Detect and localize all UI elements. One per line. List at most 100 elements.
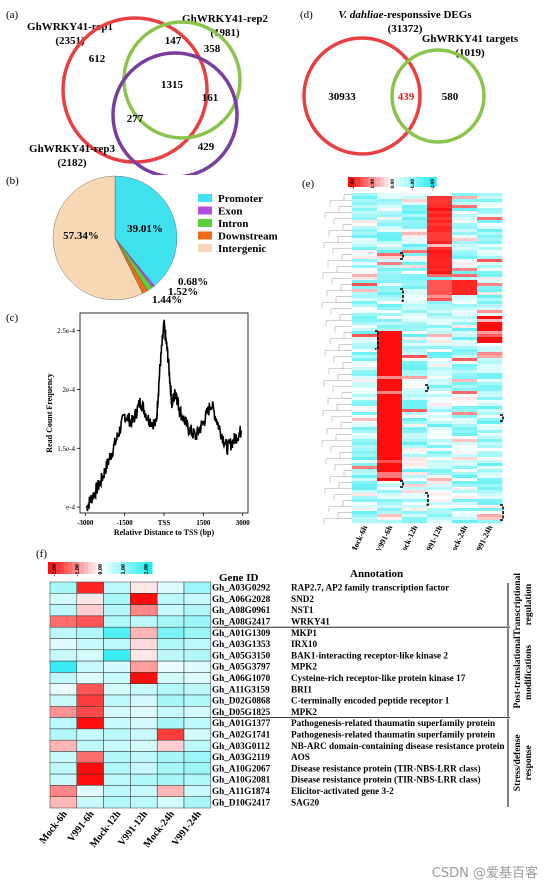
e-cell: [452, 331, 478, 335]
f-group-label: regulation: [524, 583, 534, 625]
f-annotation: NST1: [291, 605, 314, 615]
e-scale-tick: 0.00: [390, 179, 396, 189]
e-cell: [352, 481, 378, 485]
e-cell: [477, 403, 503, 407]
venn-a-set3-name: GhWRKY41-rep3: [29, 143, 115, 155]
e-scale-tick: -1.00: [410, 179, 416, 191]
e-cell: [352, 304, 378, 308]
e-cell: [427, 403, 453, 407]
e-cell: [402, 421, 428, 425]
e-cell: [402, 241, 428, 245]
e-cell: [402, 250, 428, 254]
e-cell: [377, 211, 403, 215]
e-cell: [452, 475, 478, 479]
e-cell: [452, 319, 478, 323]
f-annotation: Pathogenesis-related thaumatin superfami…: [291, 718, 495, 728]
f-scale-tick: 2.00: [144, 564, 150, 575]
venn-a-only1: 612: [89, 53, 106, 65]
e-cell: [377, 313, 403, 317]
f-cell: [49, 739, 78, 752]
e-cell: [352, 262, 378, 266]
e-cell: [427, 202, 453, 206]
e-cell: [477, 454, 503, 458]
f-annotation: BAK1-interacting receptor-like kinase 2: [291, 650, 448, 660]
f-cell: [183, 706, 212, 718]
f-cell: [103, 773, 131, 786]
e-cell: [377, 241, 403, 245]
e-cell: [477, 430, 503, 434]
f-cell: [76, 581, 104, 594]
venn-d-only2: 580: [442, 91, 459, 103]
e-cell: [452, 244, 478, 248]
e-cell: [452, 214, 478, 218]
e-cell: [402, 304, 428, 308]
e-cell: [477, 493, 503, 497]
e-cell: [402, 370, 428, 374]
f-annotation: MKP1: [291, 628, 317, 638]
e-cell: [402, 418, 428, 422]
line-xtick-label: TSS: [158, 519, 171, 527]
e-cell: [377, 214, 403, 218]
e-cell: [427, 298, 453, 302]
f-gene-id: Gh_A08G0961: [212, 605, 271, 615]
f-cell: [156, 717, 185, 730]
e-cell: [477, 514, 503, 518]
f-annotation: AOS: [291, 752, 310, 762]
f-cell: [130, 706, 158, 718]
e-cell: [377, 424, 403, 428]
e-cell: [477, 196, 503, 200]
e-cell: [377, 361, 403, 365]
e-cell: [427, 454, 453, 458]
e-cell: [477, 229, 503, 233]
e-cell: [352, 451, 378, 455]
f-cell: [103, 717, 131, 730]
e-cell: [377, 397, 403, 401]
e-cell: [452, 313, 478, 317]
e-cell: [477, 409, 503, 413]
e-cell: [427, 199, 453, 203]
e-cell: [477, 217, 503, 221]
f-annotation: BRI1: [291, 684, 312, 694]
e-cell: [377, 247, 403, 251]
e-cell: [477, 319, 503, 323]
e-cell: [427, 394, 453, 398]
e-cell: [402, 436, 428, 440]
e-cell: [427, 274, 453, 278]
e-cell: [452, 256, 478, 260]
f-cell: [103, 615, 131, 628]
panel-label-d: (d): [300, 9, 313, 21]
f-cell: [76, 796, 104, 809]
e-cell: [377, 409, 403, 413]
e-cell: [402, 397, 428, 401]
e-cell: [402, 268, 428, 272]
e-cell: [427, 304, 453, 308]
f-cell: [103, 638, 131, 651]
e-cell: [427, 316, 453, 320]
line-xtick-label: -1500: [116, 519, 133, 527]
e-cell: [452, 259, 478, 263]
e-cell: [402, 271, 428, 275]
e-cell: [452, 484, 478, 488]
e-cell: [377, 517, 403, 521]
f-cell: [156, 773, 185, 786]
f-scale-swatch: [52, 562, 57, 574]
e-cell: [477, 355, 503, 359]
e-cell: [427, 256, 453, 260]
e-cell: [352, 325, 378, 329]
e-cell: [452, 307, 478, 311]
e-cell: [377, 226, 403, 230]
e-cell: [377, 376, 403, 380]
e-cell: [377, 340, 403, 344]
e-cell: [427, 280, 453, 284]
f-gene-id: Gh_A03G2119: [212, 752, 270, 762]
e-cell: [452, 442, 478, 446]
e-cell: [352, 370, 378, 374]
e-cell: [477, 202, 503, 206]
e-cell: [377, 244, 403, 248]
f-cell: [156, 694, 185, 707]
e-cell: [402, 511, 428, 515]
e-cell: [427, 196, 453, 200]
panel-label-e: (e): [302, 178, 315, 190]
e-cell: [477, 418, 503, 422]
e-cell: [427, 418, 453, 422]
